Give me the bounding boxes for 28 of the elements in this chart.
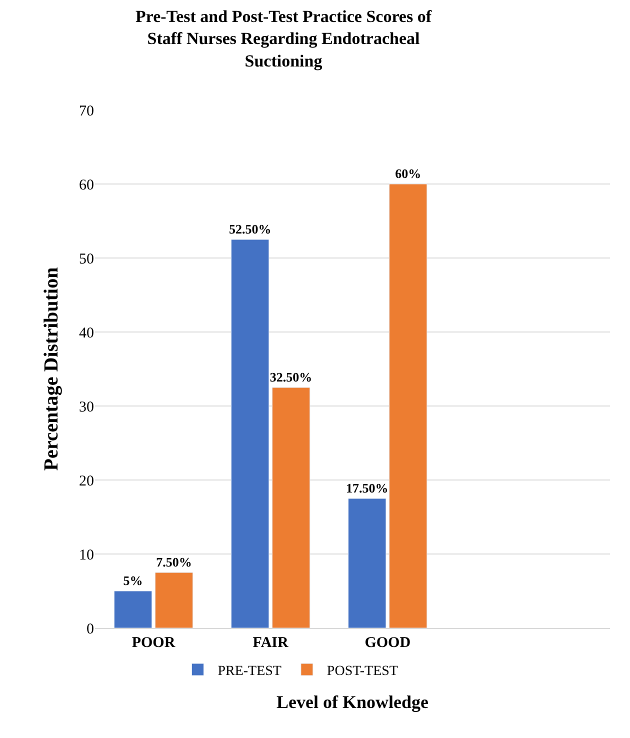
x-tick-label: FAIR bbox=[252, 635, 289, 651]
y-tick-label: 30 bbox=[79, 399, 94, 416]
y-tick-label: 70 bbox=[79, 103, 94, 120]
y-tick-label: 20 bbox=[79, 473, 94, 490]
data-label: 52.50% bbox=[228, 222, 272, 236]
legend-label: POST-TEST bbox=[326, 664, 398, 679]
bar bbox=[154, 572, 194, 628]
legend-label: PRE-TEST bbox=[218, 664, 282, 679]
data-label: 32.50% bbox=[270, 370, 312, 384]
bar bbox=[389, 184, 428, 628]
bar bbox=[230, 239, 270, 628]
data-label: 5% bbox=[123, 573, 143, 588]
y-axis-title: Percentage Distribution bbox=[40, 267, 62, 471]
x-tick-label: GOOD bbox=[364, 635, 411, 651]
chart-title: Pre-Test and Post-Test Practice Scores of Staff Nurses Regarding Endotracheal Suctioning bbox=[135, 7, 432, 70]
data-label: 60% bbox=[395, 166, 422, 181]
y-tick-label: 50 bbox=[79, 251, 94, 268]
bar bbox=[272, 387, 310, 628]
x-axis-title: Level of Knowledge bbox=[276, 692, 428, 712]
y-tick-label: 0 bbox=[86, 621, 94, 638]
data-label: 7.50% bbox=[156, 554, 192, 570]
y-tick-label: 60 bbox=[79, 177, 94, 194]
bar bbox=[348, 498, 386, 628]
y-tick-label: 40 bbox=[79, 325, 94, 342]
y-tick-label: 10 bbox=[79, 547, 94, 564]
bar bbox=[114, 590, 152, 628]
x-tick-label: POOR bbox=[132, 635, 176, 651]
data-label: 17.50% bbox=[346, 480, 388, 496]
